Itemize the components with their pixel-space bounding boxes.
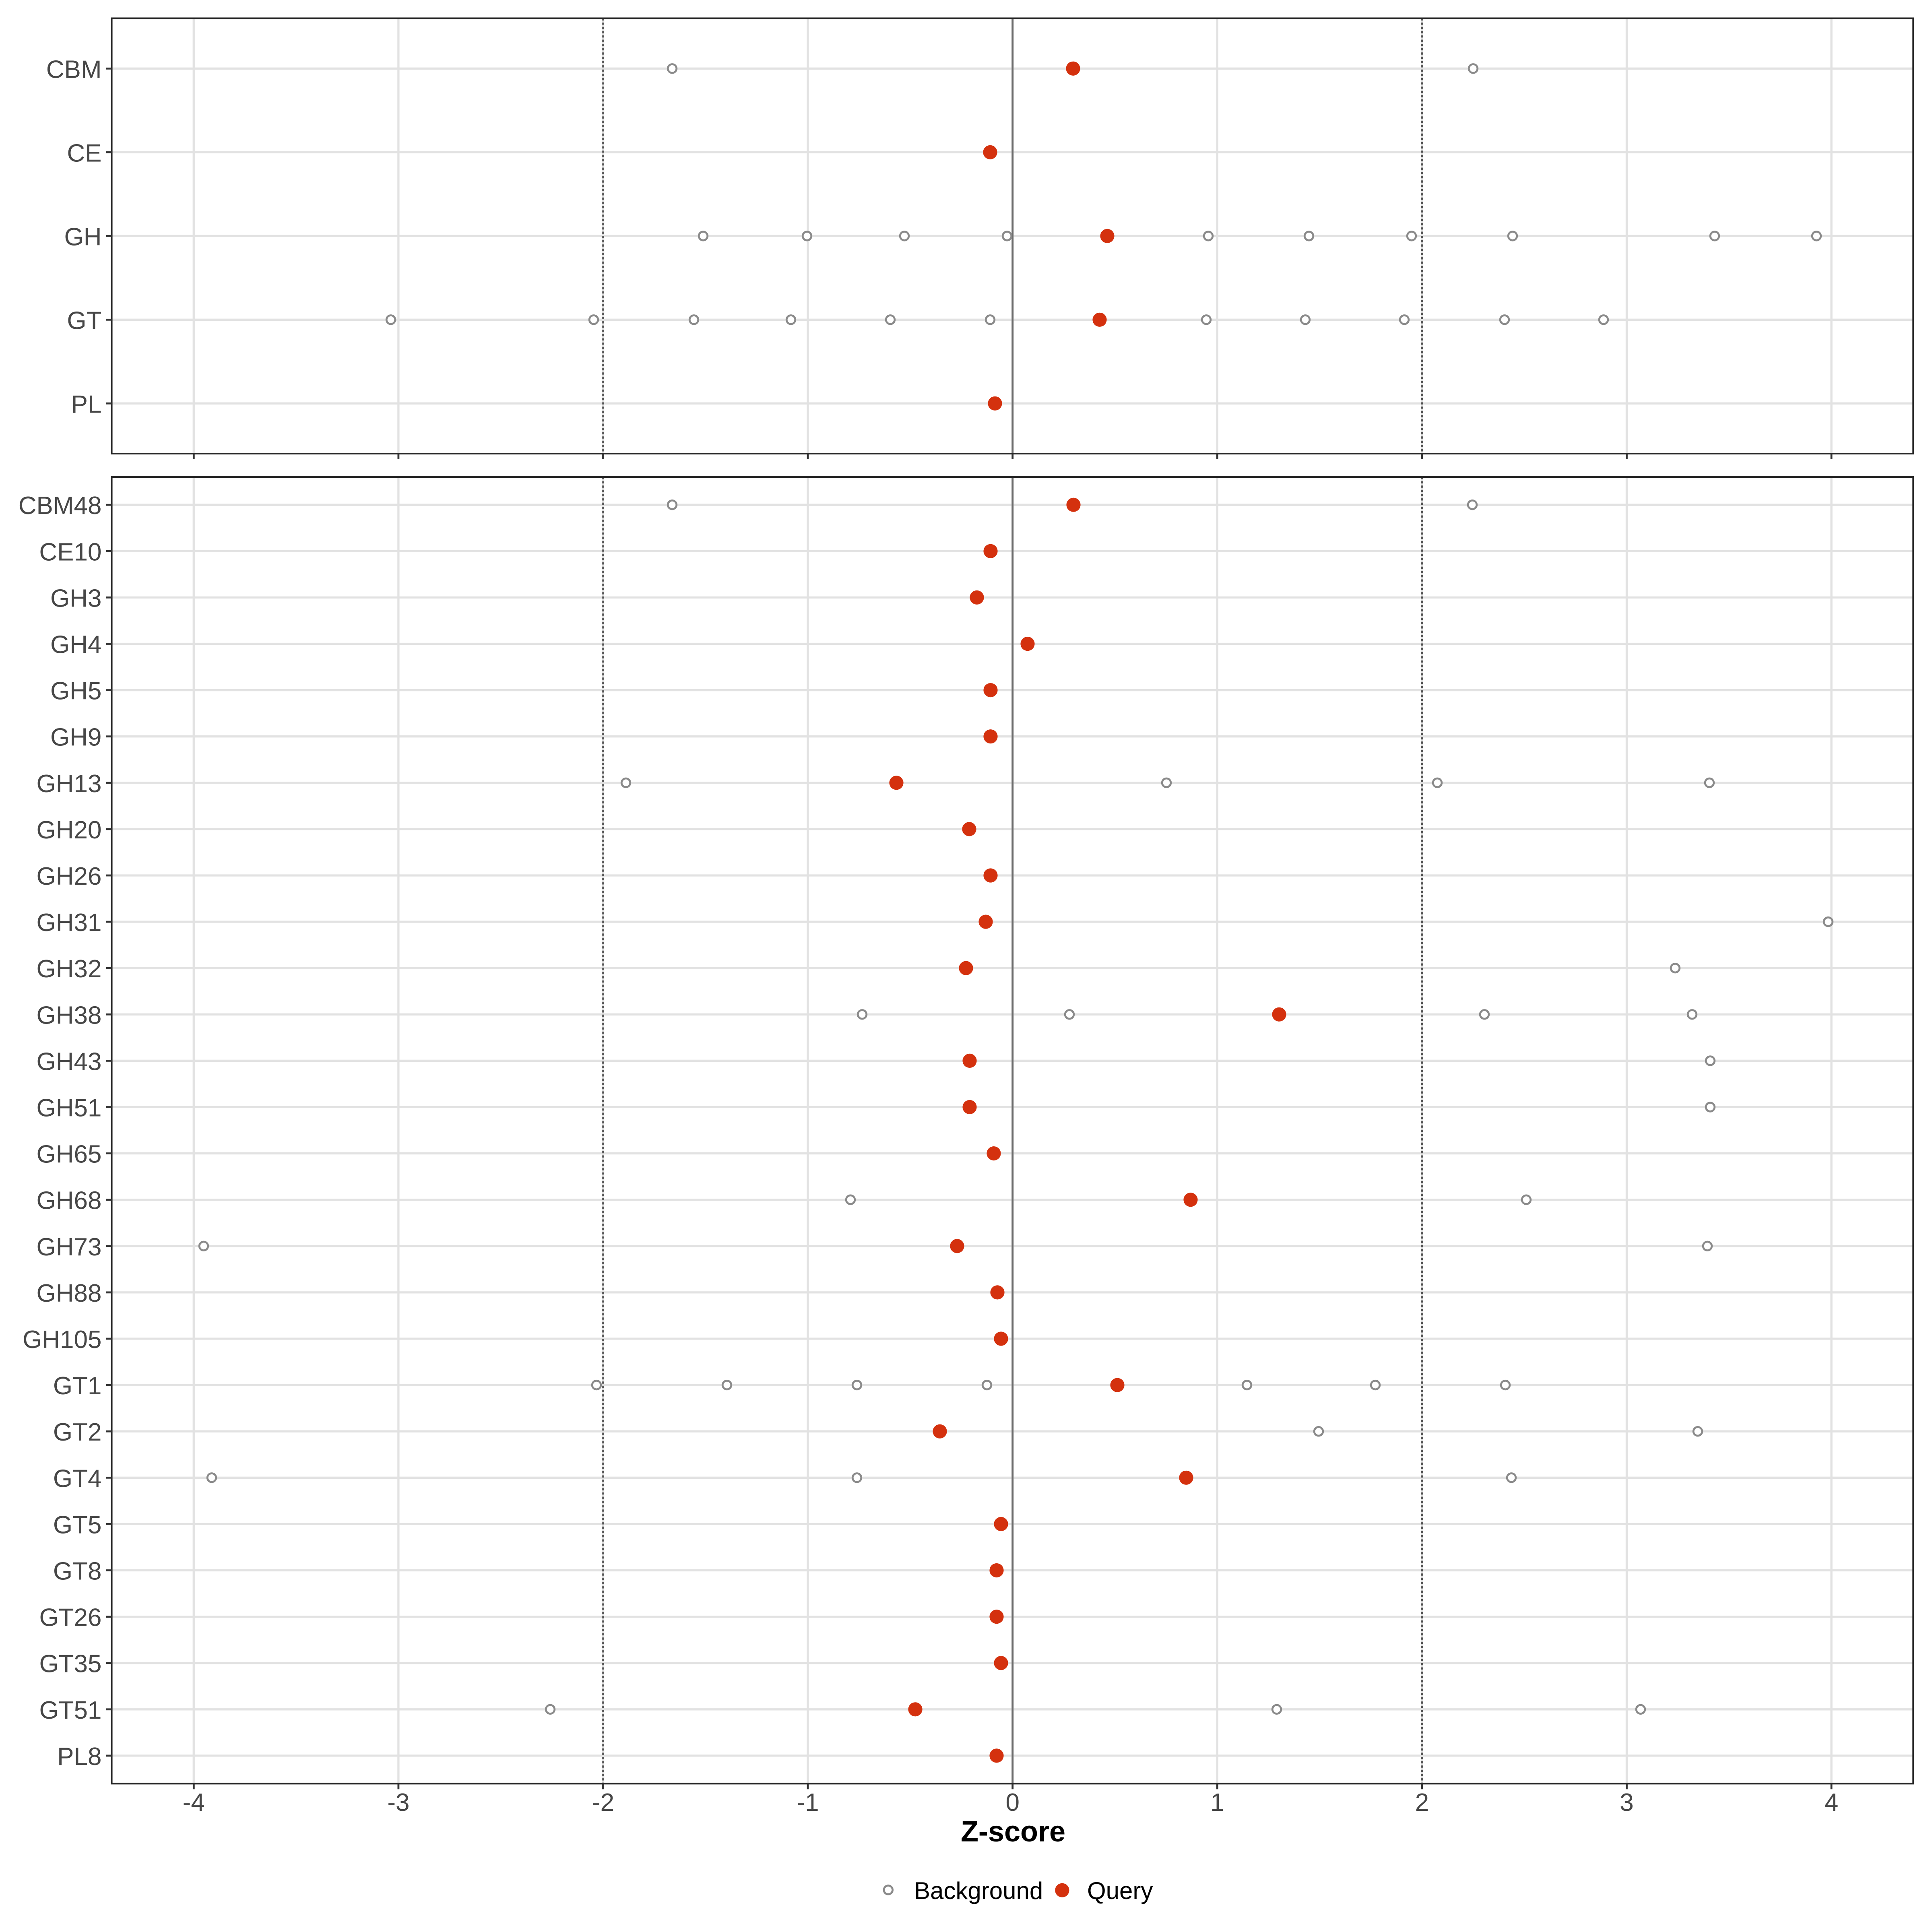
svg-text:GH32: GH32 [37,955,102,983]
svg-text:0: 0 [1005,1789,1019,1816]
svg-text:GH9: GH9 [50,724,101,751]
svg-text:GH88: GH88 [37,1280,102,1307]
svg-text:3: 3 [1620,1789,1633,1816]
svg-text:GH: GH [64,223,102,251]
svg-text:GH4: GH4 [50,631,101,659]
svg-text:GH38: GH38 [37,1001,102,1029]
svg-text:GT1: GT1 [53,1372,102,1400]
svg-text:Background: Background [914,1877,1043,1904]
svg-text:GH31: GH31 [37,909,102,937]
svg-text:GH105: GH105 [23,1326,101,1354]
svg-text:GT: GT [67,307,101,334]
svg-text:2: 2 [1415,1789,1429,1816]
svg-text:1: 1 [1210,1789,1224,1816]
svg-text:CBM48: CBM48 [19,492,102,520]
svg-text:GH3: GH3 [50,584,101,612]
svg-text:PL: PL [71,390,102,418]
svg-text:Z-score: Z-score [961,1816,1065,1848]
svg-text:Query: Query [1087,1877,1153,1904]
svg-text:-3: -3 [387,1789,409,1816]
svg-text:GH65: GH65 [37,1141,102,1168]
svg-text:GT35: GT35 [39,1650,101,1678]
svg-text:GT8: GT8 [53,1558,102,1585]
svg-text:GH43: GH43 [37,1048,102,1075]
svg-text:GT51: GT51 [39,1697,101,1724]
svg-text:GH51: GH51 [37,1094,102,1122]
svg-text:CBM: CBM [46,56,102,83]
svg-text:GH13: GH13 [37,770,102,798]
svg-text:-2: -2 [592,1789,614,1816]
svg-text:PL8: PL8 [57,1743,101,1771]
svg-text:GH20: GH20 [37,816,102,844]
svg-text:-4: -4 [183,1789,205,1816]
svg-text:GH68: GH68 [37,1187,102,1215]
svg-text:CE: CE [67,139,101,167]
svg-text:GH5: GH5 [50,677,101,705]
svg-text:CE10: CE10 [39,538,101,566]
svg-text:GH73: GH73 [37,1233,102,1261]
svg-text:4: 4 [1825,1789,1838,1816]
svg-text:GT4: GT4 [53,1465,102,1492]
svg-text:GH26: GH26 [37,863,102,890]
svg-text:GT2: GT2 [53,1418,102,1446]
svg-text:GT26: GT26 [39,1604,101,1632]
svg-text:-1: -1 [797,1789,819,1816]
svg-text:GT5: GT5 [53,1511,102,1539]
